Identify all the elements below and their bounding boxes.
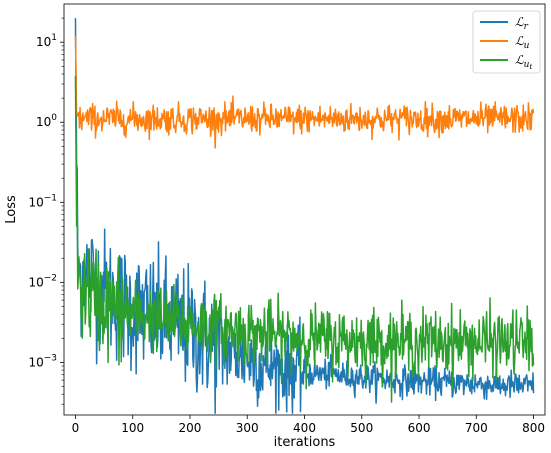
legend: ℒr ℒu ℒut [472,10,541,74]
series-line-lr [74,18,535,415]
x-tick-label: 100 [121,421,144,435]
legend-label-0: ℒr [515,15,529,32]
x-tick-label: 200 [179,421,202,435]
series-layer [74,18,535,415]
x-tick-label: 0 [72,421,80,435]
x-tick-label: 500 [350,421,373,435]
legend-label-2: ℒut [515,53,532,71]
x-axis-label: iterations [274,435,336,450]
x-tick-label: 400 [293,421,316,435]
x-tick-label: 800 [522,421,545,435]
y-axis-label: Loss [4,195,19,224]
y-tick-label: 10−1 [28,193,57,209]
y-tick-label: 10−3 [28,353,57,369]
x-tick-label: 700 [465,421,488,435]
y-tick-label: 100 [36,113,57,129]
x-tick-label: 600 [408,421,431,435]
y-tick-label: 101 [36,33,57,49]
axes-layer: 0 100 200 300 400 500 600 700 800 10−3 10−2 10−1 100… [4,3,546,450]
series-line-lut [74,75,535,403]
y-tick-label: 10−2 [28,273,57,289]
x-tick-label: 300 [236,421,259,435]
series-line-lu [74,35,535,149]
legend-label-1: ℒu [515,34,530,51]
